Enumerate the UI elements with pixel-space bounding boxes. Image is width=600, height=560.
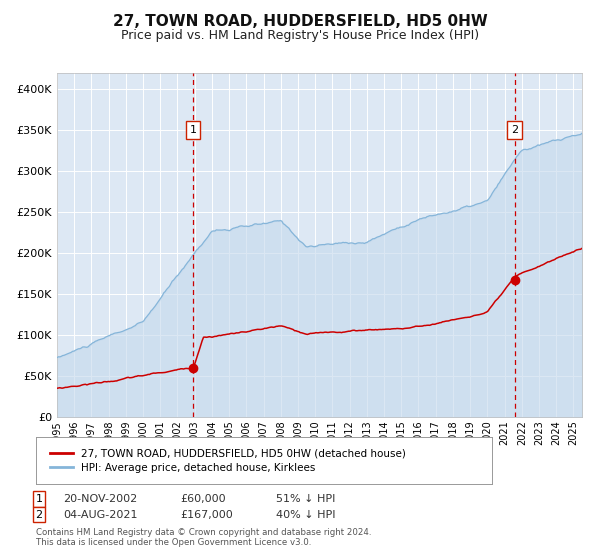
Text: 1: 1 [190,125,196,135]
Text: £167,000: £167,000 [180,510,233,520]
Text: 40% ↓ HPI: 40% ↓ HPI [276,510,335,520]
Text: 20-NOV-2002: 20-NOV-2002 [63,494,137,504]
Text: 2: 2 [35,510,43,520]
Text: 1: 1 [35,494,43,504]
Legend: 27, TOWN ROAD, HUDDERSFIELD, HD5 0HW (detached house), HPI: Average price, detac: 27, TOWN ROAD, HUDDERSFIELD, HD5 0HW (de… [46,444,410,477]
Text: 2: 2 [511,125,518,135]
Text: Price paid vs. HM Land Registry's House Price Index (HPI): Price paid vs. HM Land Registry's House … [121,29,479,42]
Text: £60,000: £60,000 [180,494,226,504]
Text: Contains HM Land Registry data © Crown copyright and database right 2024.
This d: Contains HM Land Registry data © Crown c… [36,528,371,547]
Text: 04-AUG-2021: 04-AUG-2021 [63,510,137,520]
Text: 27, TOWN ROAD, HUDDERSFIELD, HD5 0HW: 27, TOWN ROAD, HUDDERSFIELD, HD5 0HW [113,14,487,29]
Text: 51% ↓ HPI: 51% ↓ HPI [276,494,335,504]
